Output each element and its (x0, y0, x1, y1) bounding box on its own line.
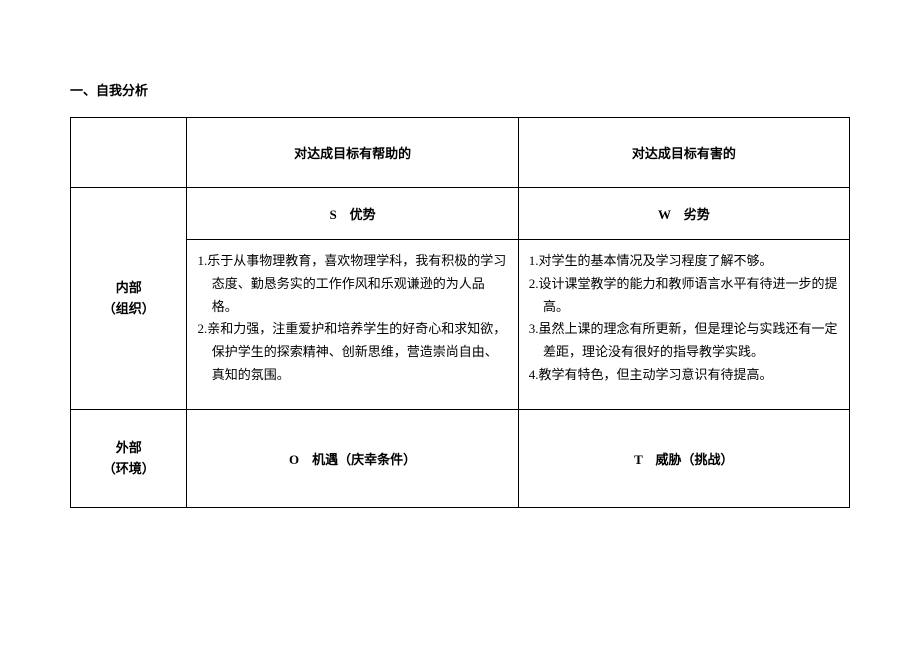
section-title: 一、自我分析 (70, 80, 850, 99)
t-label: T 威胁（挑战） (518, 410, 849, 508)
weakness-item: 1.对学生的基本情况及学习程度了解不够。 (529, 250, 839, 273)
strength-item: 2.亲和力强，注重爱护和培养学生的好奇心和求知欲，保护学生的探索精神、创新思维，… (197, 318, 507, 386)
col-header-helpful: 对达成目标有帮助的 (187, 118, 518, 188)
ot-label-row: 外部 （环境） O 机遇（庆幸条件） T 威胁（挑战） (71, 410, 850, 508)
row-header-internal: 内部 （组织） (71, 188, 187, 410)
s-label: S 优势 (187, 188, 518, 240)
table-header-row: 对达成目标有帮助的 对达成目标有害的 (71, 118, 850, 188)
row-header-external: 外部 （环境） (71, 410, 187, 508)
sw-label-row: 内部 （组织） S 优势 W 劣势 (71, 188, 850, 240)
external-label-1: 外部 (116, 440, 142, 455)
weakness-item: 2.设计课堂教学的能力和教师语言水平有待进一步的提高。 (529, 273, 839, 319)
w-label: W 劣势 (518, 188, 849, 240)
strength-item: 1.乐于从事物理教育，喜欢物理学科，我有积极的学习态度、勤恳务实的工作作风和乐观… (197, 250, 507, 318)
internal-label-1: 内部 (116, 280, 142, 295)
external-label-2: （环境） (103, 461, 155, 476)
col-header-harmful: 对达成目标有害的 (518, 118, 849, 188)
swot-table: 对达成目标有帮助的 对达成目标有害的 内部 （组织） S 优势 W 劣势 1.乐… (70, 117, 850, 508)
internal-label-2: （组织） (103, 301, 155, 316)
weakness-item: 4.教学有特色，但主动学习意识有待提高。 (529, 364, 839, 387)
weakness-item: 3.虽然上课的理念有所更新，但是理论与实践还有一定差距，理论没有很好的指导教学实… (529, 318, 839, 364)
corner-cell (71, 118, 187, 188)
sw-content-row: 1.乐于从事物理教育，喜欢物理学科，我有积极的学习态度、勤恳务实的工作作风和乐观… (71, 240, 850, 410)
strengths-cell: 1.乐于从事物理教育，喜欢物理学科，我有积极的学习态度、勤恳务实的工作作风和乐观… (187, 240, 518, 410)
o-label: O 机遇（庆幸条件） (187, 410, 518, 508)
weaknesses-cell: 1.对学生的基本情况及学习程度了解不够。 2.设计课堂教学的能力和教师语言水平有… (518, 240, 849, 410)
